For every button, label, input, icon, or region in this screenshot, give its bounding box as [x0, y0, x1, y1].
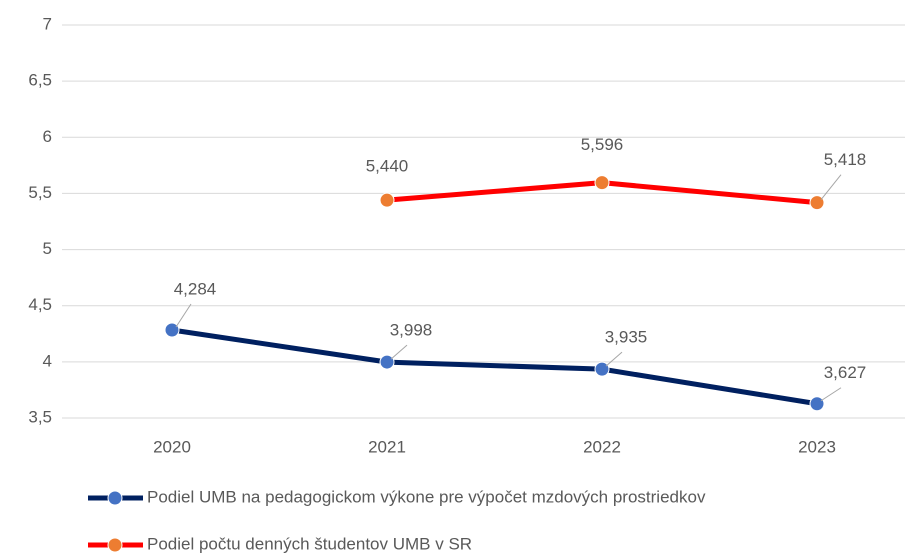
leader-line — [390, 344, 408, 360]
y-tick-label: 7 — [43, 14, 52, 33]
y-tick-label: 3,5 — [28, 407, 52, 426]
leader-line — [820, 387, 842, 402]
data-label: 3,998 — [390, 321, 433, 340]
y-tick-label: 5 — [43, 239, 52, 258]
x-tick-label: 2023 — [798, 437, 836, 456]
marker — [594, 175, 610, 191]
leader-line — [175, 303, 192, 328]
leader-line — [605, 351, 623, 367]
leader-line — [820, 174, 842, 200]
marker — [379, 192, 395, 208]
data-label: 3,627 — [824, 363, 867, 382]
y-tick-label: 6 — [43, 127, 52, 146]
y-tick-label: 4 — [43, 351, 52, 370]
legend-marker — [107, 490, 123, 506]
y-tick-label: 6,5 — [28, 71, 52, 90]
marker — [809, 195, 825, 211]
data-label: 5,440 — [366, 157, 409, 176]
marker — [164, 322, 180, 338]
legend-label: Podiel počtu denných študentov UMB v SR — [147, 534, 472, 553]
data-label: 5,418 — [824, 150, 867, 169]
x-tick-label: 2021 — [368, 437, 406, 456]
x-tick-label: 2020 — [153, 437, 191, 456]
series-line — [171, 327, 818, 407]
legend-label: Podiel UMB na pedagogickom výkone pre vý… — [147, 487, 706, 506]
marker — [809, 396, 825, 412]
data-label: 4,284 — [174, 279, 217, 298]
data-label: 3,935 — [605, 328, 648, 347]
legend-marker — [107, 537, 123, 553]
y-tick-label: 4,5 — [28, 295, 52, 314]
x-tick-label: 2022 — [583, 437, 621, 456]
marker — [379, 354, 395, 370]
marker — [594, 361, 610, 377]
y-tick-label: 5,5 — [28, 183, 52, 202]
data-label: 5,596 — [581, 135, 624, 154]
